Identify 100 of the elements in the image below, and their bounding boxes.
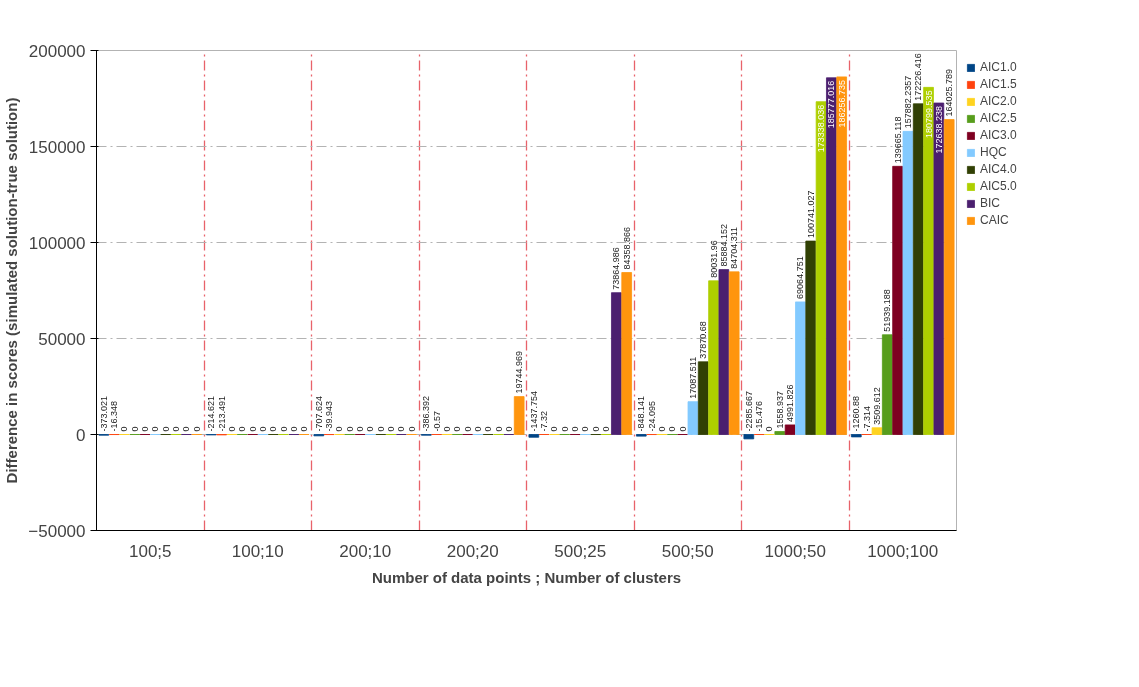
data-label: 0 [278,426,289,432]
x-tick-label: 200;10 [339,541,392,561]
bar [815,101,827,435]
bar [795,301,806,435]
data-label: 0 [355,426,366,432]
data-label: 0 [406,426,417,432]
bar [528,434,540,438]
data-label: -16.348 [109,400,120,432]
data-label: 185777.016 [826,80,837,129]
data-label: 0 [590,426,601,432]
bar [718,269,730,435]
bar [805,240,817,435]
data-label: 100741.027 [805,190,816,239]
data-label: 0 [764,426,775,432]
data-label: 4991.826 [785,384,796,422]
data-label: 0 [171,426,182,432]
bar [851,434,862,438]
bar [943,119,955,435]
bar [912,103,924,435]
bar [784,424,796,435]
y-tick-label: 150000 [28,137,86,157]
data-label: 17087.511 [687,356,698,399]
data-label: 0 [226,426,237,432]
data-label: 0 [452,426,463,432]
data-label: 0 [396,426,407,432]
bar [881,334,893,435]
data-label: 0 [386,426,397,432]
x-axis-title: Number of data points ; Number of clusters [371,568,682,586]
data-label: 0 [503,426,514,432]
data-label: 0 [344,426,355,432]
data-label: 37870.68 [698,321,709,359]
x-tick-label: 100;10 [231,541,284,561]
data-label: 164025.789 [944,69,955,117]
bar [743,434,755,440]
bar [728,271,740,435]
y-tick-label: 50000 [38,329,86,349]
data-label: 84358.866 [621,226,632,270]
data-label: 0 [493,426,504,432]
legend-label: AIC2.5 [980,111,1017,125]
bar [892,165,903,435]
data-label: 80031.96 [708,240,719,278]
data-label: -24.095 [646,400,657,432]
data-label: 0 [677,426,688,432]
data-label: 0 [580,426,591,432]
data-label: 51939.188 [882,289,893,332]
data-label: -39.943 [324,400,335,432]
data-label: 0 [129,426,140,432]
data-label: -213.491 [216,395,227,432]
data-label: 0 [334,426,345,432]
legend-label: AIC1.0 [980,60,1017,74]
data-label: 186256.735 [836,79,847,128]
legend-label: CAIC [980,213,1009,227]
x-tick-label: 500;50 [661,541,714,561]
data-label: 0 [570,426,581,432]
data-label: 0 [247,426,258,432]
legend-label: AIC3.0 [980,128,1017,142]
data-label: 0 [472,426,483,432]
legend-label: AIC5.0 [980,179,1017,193]
data-label: 139665.118 [892,116,903,164]
bar [687,401,699,435]
y-axis-title: Difference in scores (simulated solution-true solution) [3,97,21,484]
data-label: -15.476 [754,400,765,432]
data-label: -386.392 [421,395,432,432]
data-label: -2285.667 [743,390,754,432]
bar [826,77,837,435]
legend-label: AIC2.0 [980,94,1017,108]
data-label: 0 [483,426,494,432]
legend-label: AIC1.5 [980,77,1017,91]
data-label: -214.621 [206,395,217,432]
y-tick-label: 200000 [28,41,86,61]
data-label: 0 [160,426,171,432]
data-label: 0 [656,426,667,432]
data-label: 0 [191,426,202,432]
data-label: 1558.937 [774,390,785,429]
data-label: -7.314 [861,405,872,432]
data-label: 0 [237,426,248,432]
data-label: -0.57 [431,410,442,432]
data-label: 180799.535 [923,90,934,138]
bar [708,280,719,435]
data-label: 0 [601,426,612,432]
data-label: 73864.986 [611,247,622,290]
data-label: 19744.969 [514,351,525,394]
data-label: -7.32 [539,410,550,432]
data-label: 85884.152 [718,224,729,267]
bar [774,431,786,435]
data-label: 0 [462,426,473,432]
data-label: 0 [559,426,570,432]
data-label: 173338.036 [816,104,827,153]
bar [697,361,709,435]
bar [902,130,914,435]
data-label: -1437.754 [528,390,539,432]
bar [836,76,847,435]
legend-label: HQC [980,145,1007,159]
data-label: 0 [181,426,192,432]
x-tick-label: 1000;50 [764,541,826,561]
y-tick-label: −50000 [28,521,86,541]
x-tick-label: 100;5 [128,541,172,561]
x-tick-label: 1000;100 [867,541,939,561]
data-label: 0 [288,426,299,432]
data-label: 0 [140,426,151,432]
